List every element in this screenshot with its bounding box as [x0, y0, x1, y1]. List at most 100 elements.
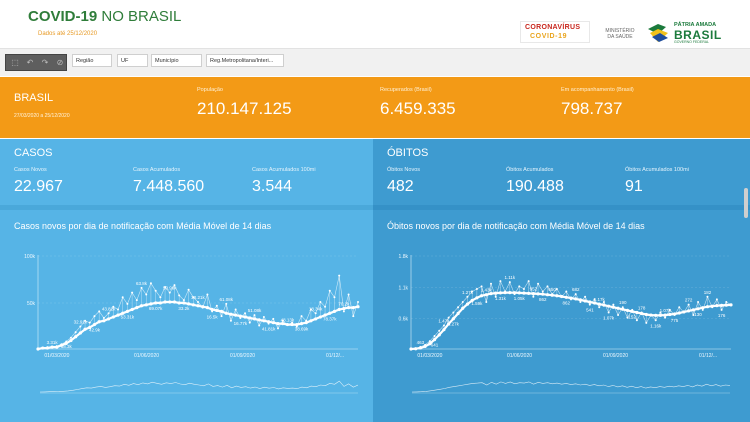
obitos-average-point[interactable]: [423, 344, 427, 348]
casos-daily-point[interactable]: [74, 331, 77, 334]
obitos-average-point[interactable]: [691, 308, 695, 312]
casos-average-point[interactable]: [163, 300, 167, 304]
casos-average-point[interactable]: [149, 302, 153, 306]
casos-average-point[interactable]: [50, 345, 54, 349]
obitos-daily-point[interactable]: [490, 282, 492, 285]
obitos-average-point[interactable]: [522, 291, 526, 295]
obitos-daily-point[interactable]: [457, 306, 460, 309]
casos-average-point[interactable]: [262, 319, 266, 323]
casos-average-point[interactable]: [111, 315, 115, 319]
obitos-daily-point[interactable]: [508, 281, 511, 284]
casos-average-point[interactable]: [196, 304, 200, 308]
obitos-daily-point[interactable]: [697, 301, 700, 303]
casos-average-point[interactable]: [41, 346, 45, 350]
casos-average-point[interactable]: [88, 325, 92, 329]
obitos-daily-point[interactable]: [593, 298, 596, 301]
filter-municipio[interactable]: Município: [151, 54, 202, 67]
obitos-average-point[interactable]: [597, 302, 601, 306]
obitos-daily-point[interactable]: [659, 311, 662, 314]
casos-daily-point[interactable]: [248, 321, 251, 324]
casos-daily-point[interactable]: [324, 305, 327, 308]
casos-average-point[interactable]: [69, 338, 73, 343]
casos-daily-point[interactable]: [234, 308, 237, 311]
casos-average-point[interactable]: [328, 311, 332, 315]
casos-average-point[interactable]: [59, 343, 64, 347]
obitos-daily-point[interactable]: [706, 295, 709, 298]
casos-average-point[interactable]: [210, 307, 214, 312]
obitos-average-point[interactable]: [616, 306, 620, 310]
obitos-average-point[interactable]: [428, 342, 432, 346]
casos-average-point[interactable]: [271, 321, 275, 325]
casos-average-point[interactable]: [97, 320, 101, 324]
casos-average-point[interactable]: [323, 313, 327, 317]
casos-average-point[interactable]: [332, 309, 337, 313]
obitos-average-point[interactable]: [574, 297, 578, 301]
obitos-average-point[interactable]: [719, 303, 724, 307]
casos-range-navigator[interactable]: [40, 373, 358, 395]
obitos-average-point[interactable]: [447, 322, 451, 326]
casos-average-point[interactable]: [78, 331, 82, 335]
casos-daily-point[interactable]: [338, 274, 341, 277]
obitos-daily-point[interactable]: [621, 306, 624, 309]
casos-average-point[interactable]: [121, 311, 125, 315]
obitos-average-point[interactable]: [409, 347, 413, 351]
obitos-average-point[interactable]: [470, 298, 474, 303]
obitos-daily-point[interactable]: [438, 329, 441, 332]
obitos-average-point[interactable]: [687, 309, 691, 313]
casos-daily-point[interactable]: [149, 282, 152, 285]
casos-average-point[interactable]: [281, 322, 285, 326]
filter-uf[interactable]: UF: [117, 54, 148, 67]
obitos-daily-point[interactable]: [678, 306, 681, 309]
casos-daily-point[interactable]: [164, 285, 167, 288]
casos-daily-point[interactable]: [98, 310, 101, 313]
filter-reg-metropolitana[interactable]: Reg.Metropolitana/Interi...: [206, 54, 284, 67]
obitos-average-point[interactable]: [512, 291, 517, 295]
obitos-average-point[interactable]: [484, 293, 488, 297]
casos-average-point[interactable]: [224, 311, 228, 315]
obitos-average-point[interactable]: [729, 303, 733, 307]
obitos-daily-point[interactable]: [612, 303, 615, 306]
casos-daily-point[interactable]: [215, 304, 218, 307]
obitos-average-point[interactable]: [461, 306, 465, 310]
casos-daily-point[interactable]: [244, 312, 247, 315]
obitos-average-point[interactable]: [550, 293, 554, 297]
casos-daily-point[interactable]: [121, 296, 124, 299]
casos-average-point[interactable]: [130, 307, 134, 312]
obitos-average-point[interactable]: [625, 308, 630, 312]
casos-average-point[interactable]: [172, 300, 177, 304]
obitos-daily-point[interactable]: [598, 306, 601, 309]
undo-icon[interactable]: ↶: [26, 58, 34, 67]
casos-daily-point[interactable]: [168, 291, 171, 294]
obitos-average-point[interactable]: [639, 311, 644, 316]
obitos-daily-point[interactable]: [527, 280, 530, 283]
obitos-daily-point[interactable]: [635, 319, 638, 322]
casos-daily-point[interactable]: [88, 321, 91, 324]
casos-average-point[interactable]: [45, 346, 50, 350]
casos-average-point[interactable]: [248, 316, 252, 320]
obitos-average-point[interactable]: [705, 305, 710, 309]
obitos-daily-point[interactable]: [668, 308, 671, 311]
obitos-daily-point[interactable]: [442, 324, 445, 327]
obitos-average-point[interactable]: [710, 304, 714, 308]
casos-daily-point[interactable]: [253, 314, 256, 317]
obitos-daily-point[interactable]: [541, 290, 544, 293]
casos-average-point[interactable]: [356, 305, 360, 309]
obitos-average-point[interactable]: [541, 292, 545, 296]
casos-daily-point[interactable]: [357, 301, 359, 303]
casos-daily-point[interactable]: [93, 315, 96, 318]
obitos-daily-point[interactable]: [522, 287, 525, 290]
casos-average-point[interactable]: [144, 303, 148, 307]
obitos-average-point[interactable]: [644, 312, 648, 317]
casos-daily-point[interactable]: [192, 296, 195, 299]
casos-daily-point[interactable]: [258, 324, 261, 327]
obitos-average-point[interactable]: [715, 304, 719, 308]
obitos-average-point[interactable]: [479, 294, 484, 298]
obitos-daily-point[interactable]: [574, 293, 577, 296]
obitos-daily-point[interactable]: [664, 316, 667, 319]
casos-average-point[interactable]: [295, 322, 299, 327]
obitos-average-point[interactable]: [545, 293, 550, 297]
casos-average-point[interactable]: [299, 322, 304, 326]
casos-daily-point[interactable]: [229, 319, 232, 322]
casos-average-point[interactable]: [125, 309, 130, 313]
casos-average-point[interactable]: [139, 304, 144, 308]
